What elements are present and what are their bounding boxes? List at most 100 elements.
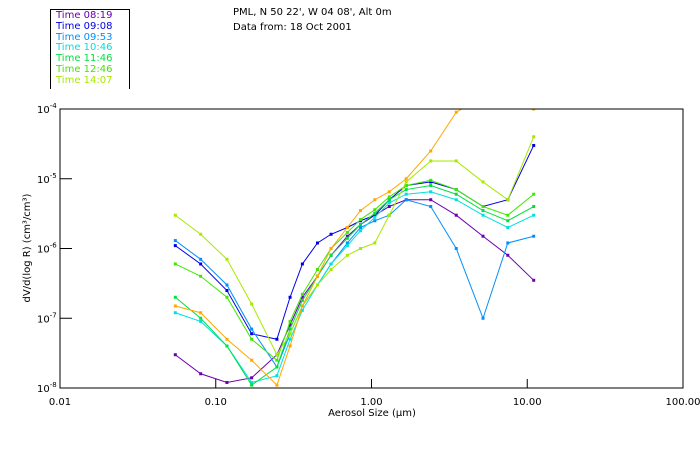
data-point bbox=[275, 383, 279, 387]
data-point bbox=[532, 135, 536, 139]
y-tick-exponent: -8 bbox=[50, 381, 57, 389]
data-point bbox=[429, 149, 433, 153]
data-point bbox=[387, 213, 391, 217]
data-point bbox=[275, 365, 279, 369]
data-point bbox=[315, 283, 319, 287]
data-point bbox=[373, 219, 377, 223]
data-point bbox=[454, 159, 458, 163]
data-point bbox=[288, 327, 292, 331]
data-point bbox=[373, 215, 377, 219]
data-point bbox=[506, 95, 509, 98]
data-point bbox=[173, 353, 177, 357]
data-point bbox=[173, 213, 177, 217]
data-point bbox=[225, 295, 229, 299]
data-point bbox=[506, 219, 510, 223]
data-point bbox=[199, 316, 203, 320]
data-point bbox=[481, 180, 485, 184]
data-point bbox=[275, 358, 279, 362]
data-point bbox=[275, 374, 279, 378]
legend-item: Time 14:07 bbox=[56, 74, 113, 86]
data-point bbox=[345, 230, 349, 234]
data-point bbox=[481, 209, 485, 213]
data-point bbox=[359, 229, 363, 233]
legend-item: Time 09:53 bbox=[56, 31, 113, 43]
data-point bbox=[288, 344, 292, 348]
data-point bbox=[454, 110, 458, 114]
data-point bbox=[250, 358, 254, 362]
data-point bbox=[315, 267, 319, 271]
x-tick-label: 100.00 bbox=[666, 397, 700, 408]
data-point bbox=[404, 188, 408, 192]
x-tick-label: 0.01 bbox=[49, 397, 71, 408]
data-point bbox=[532, 143, 536, 147]
data-point bbox=[482, 95, 485, 98]
data-point bbox=[275, 337, 279, 341]
data-point bbox=[288, 295, 292, 299]
x-tick-label: 0.10 bbox=[205, 397, 227, 408]
x-tick-label: 10.00 bbox=[513, 397, 542, 408]
data-point bbox=[300, 295, 304, 299]
data-point bbox=[300, 262, 304, 266]
data-point bbox=[532, 205, 536, 209]
series-line bbox=[173, 135, 536, 357]
data-point bbox=[199, 274, 203, 278]
legend-item: Time 08:19 bbox=[56, 10, 113, 21]
x-tick-label: 1.00 bbox=[360, 397, 382, 408]
data-point bbox=[373, 208, 377, 212]
data-point bbox=[199, 257, 203, 261]
data-point bbox=[300, 298, 304, 302]
legend-item: Time 12:46 bbox=[56, 63, 113, 75]
y-tick-label: 10-4 bbox=[37, 102, 57, 116]
series-path bbox=[175, 199, 535, 383]
data-point bbox=[199, 311, 203, 315]
data-point bbox=[345, 234, 349, 238]
data-point bbox=[359, 223, 363, 227]
data-point bbox=[199, 232, 203, 236]
legend-item: Time 10:46 bbox=[56, 42, 113, 54]
series-path bbox=[175, 136, 535, 356]
x-axis-label: Aerosol Size (µm) bbox=[328, 408, 416, 419]
data-point bbox=[199, 319, 203, 323]
data-point bbox=[250, 327, 254, 331]
data-point bbox=[250, 337, 254, 341]
data-point bbox=[199, 262, 203, 266]
data-point bbox=[404, 184, 408, 188]
y-tick-label: 10-6 bbox=[37, 242, 57, 256]
data-point bbox=[481, 213, 485, 217]
chart-subtitle: Data from: 18 Oct 2001 bbox=[233, 22, 352, 33]
data-point bbox=[315, 274, 319, 278]
data-point bbox=[429, 205, 433, 209]
data-point bbox=[359, 209, 363, 213]
data-point bbox=[506, 213, 510, 217]
data-point bbox=[429, 159, 433, 163]
data-point bbox=[345, 226, 349, 230]
data-point bbox=[173, 239, 177, 243]
data-point bbox=[225, 288, 229, 292]
legend: Time 08:19 Time 09:08 Time 09:53 Time 10:46… bbox=[50, 9, 130, 89]
data-point bbox=[373, 241, 377, 245]
data-point bbox=[275, 353, 279, 357]
data-point bbox=[250, 332, 254, 336]
data-point bbox=[506, 198, 510, 202]
data-point bbox=[345, 244, 349, 248]
data-point bbox=[481, 316, 485, 320]
data-point bbox=[288, 337, 292, 341]
data-point bbox=[429, 190, 433, 194]
data-point bbox=[373, 198, 377, 202]
data-point bbox=[404, 198, 408, 202]
data-point bbox=[373, 213, 377, 217]
data-point bbox=[173, 311, 177, 315]
data-point bbox=[173, 295, 177, 299]
y-tick-exponent: -5 bbox=[50, 172, 57, 180]
data-point bbox=[429, 180, 433, 184]
data-point bbox=[225, 283, 229, 287]
data-point bbox=[345, 241, 349, 245]
data-point bbox=[288, 319, 292, 323]
data-point bbox=[404, 192, 408, 196]
data-point bbox=[506, 241, 510, 245]
y-tick-exponent: -4 bbox=[50, 102, 58, 110]
data-point bbox=[288, 332, 292, 336]
chart-title: PML, N 50 22', W 04 08', Alt 0m bbox=[233, 7, 392, 18]
data-point bbox=[387, 190, 391, 194]
data-point bbox=[387, 195, 391, 199]
